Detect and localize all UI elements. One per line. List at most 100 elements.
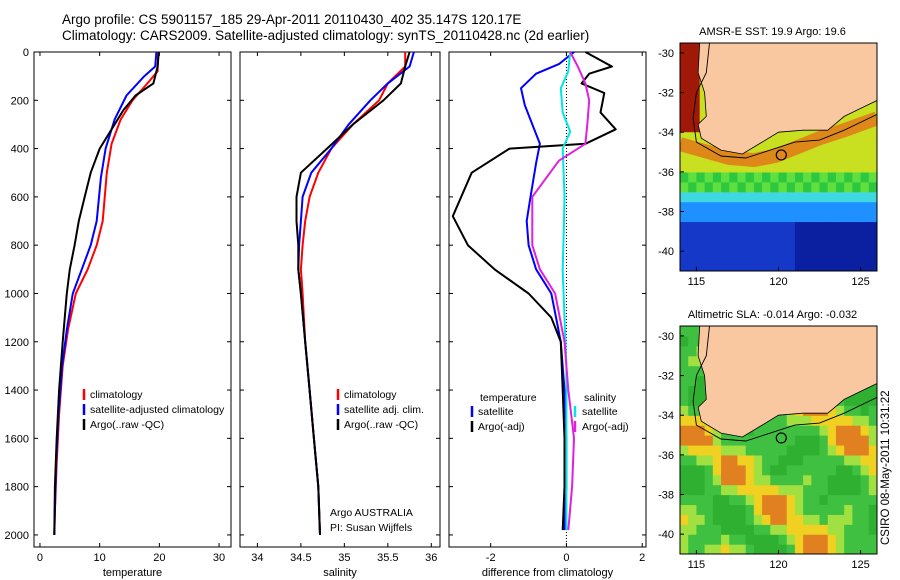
map-cell <box>827 484 837 496</box>
map-cell <box>803 514 812 525</box>
map-cell <box>696 444 706 456</box>
map-cell <box>852 415 862 426</box>
x-tick-label: 115 <box>688 276 706 288</box>
map-cell <box>778 161 788 173</box>
y-tick-label: -30 <box>658 48 674 60</box>
amsr-sst-map: AMSR-E SST: 19.9 Argo: 19.6 115 120 125 -30 -… <box>658 26 878 288</box>
map-cell <box>844 534 853 545</box>
map-cell <box>721 221 730 232</box>
map-cell <box>835 181 845 193</box>
map-cell <box>753 534 763 545</box>
x-tick-label: -2 <box>486 552 496 564</box>
map-cell <box>819 191 829 203</box>
shelf-contour <box>692 43 877 159</box>
map-cell <box>688 544 698 554</box>
map-cell <box>803 534 812 545</box>
map-cell <box>680 171 689 183</box>
map-cell <box>745 171 755 183</box>
map-cell <box>753 231 763 242</box>
map-cell <box>688 261 698 271</box>
map-cell <box>868 405 877 416</box>
legend-label: Argo(-adj) <box>478 421 525 433</box>
map-cell <box>844 231 853 242</box>
map-cell <box>753 241 763 252</box>
map-cell <box>868 191 877 203</box>
map-cell <box>852 444 862 456</box>
map-cell <box>819 524 829 535</box>
map-cell <box>762 484 771 496</box>
map-cell <box>803 241 812 252</box>
map-cell <box>745 251 755 262</box>
map-cell <box>753 464 763 476</box>
map-cell <box>729 494 739 506</box>
map-cell <box>860 241 870 252</box>
map-cell <box>712 201 722 213</box>
map-cell <box>860 464 870 476</box>
map-cell <box>868 241 877 252</box>
map-cell <box>835 405 845 416</box>
map-cell <box>852 474 862 486</box>
y-tick-label: -36 <box>658 450 674 462</box>
map-cell <box>811 415 821 426</box>
map-field <box>680 43 877 271</box>
y-tick-label: -34 <box>658 410 674 422</box>
map-cell <box>762 435 771 446</box>
map-cell <box>696 211 706 223</box>
legend-label: climatology <box>90 389 143 401</box>
map-cell <box>745 474 755 486</box>
map-cell <box>745 181 755 193</box>
map-cell <box>721 201 730 213</box>
map-cell <box>819 241 829 252</box>
map-cell <box>721 231 730 242</box>
map-cell <box>712 261 722 271</box>
map-cell <box>835 435 845 446</box>
map-cell <box>721 534 730 545</box>
map-cell <box>778 171 788 183</box>
map-cell <box>794 544 804 554</box>
land-mass <box>697 43 877 155</box>
map-cell <box>844 201 853 213</box>
map-cell <box>696 375 706 387</box>
map-cell <box>696 534 706 545</box>
map-cell <box>860 171 870 183</box>
map-cell <box>762 544 771 554</box>
map-cell <box>803 251 812 262</box>
map-cell <box>786 425 796 436</box>
map-cell <box>688 444 698 456</box>
map-cell <box>680 484 689 496</box>
map-cell <box>745 201 755 213</box>
legend-heading: salinity <box>584 392 617 404</box>
map-cell <box>868 201 877 213</box>
map-cell <box>778 504 788 515</box>
map-cell <box>737 191 747 203</box>
map-cell <box>704 544 714 554</box>
map-cell <box>696 191 706 203</box>
map-cell <box>819 504 829 515</box>
map-cell <box>696 365 706 377</box>
map-cell <box>737 161 747 173</box>
map-cell <box>680 534 689 545</box>
map-cell <box>770 524 780 535</box>
map-cell <box>712 241 722 252</box>
map-cell <box>737 544 747 554</box>
map-cell <box>688 425 698 436</box>
map-cell <box>753 435 763 446</box>
map-cell <box>835 142 845 153</box>
map-cell <box>794 514 804 525</box>
map-cell <box>860 484 870 496</box>
map-cell <box>844 494 853 506</box>
map-cell <box>721 211 730 223</box>
map-cell <box>762 221 771 232</box>
map-cell <box>827 514 837 525</box>
map-cell <box>786 161 796 173</box>
map-cell <box>770 494 780 506</box>
map-cell <box>680 201 689 213</box>
map-cell <box>712 464 722 476</box>
map-cell <box>770 171 780 183</box>
map-cell <box>737 201 747 213</box>
map-cell <box>770 231 780 242</box>
map-cell <box>860 191 870 203</box>
map-cell <box>745 504 755 515</box>
map-cell <box>794 152 804 163</box>
